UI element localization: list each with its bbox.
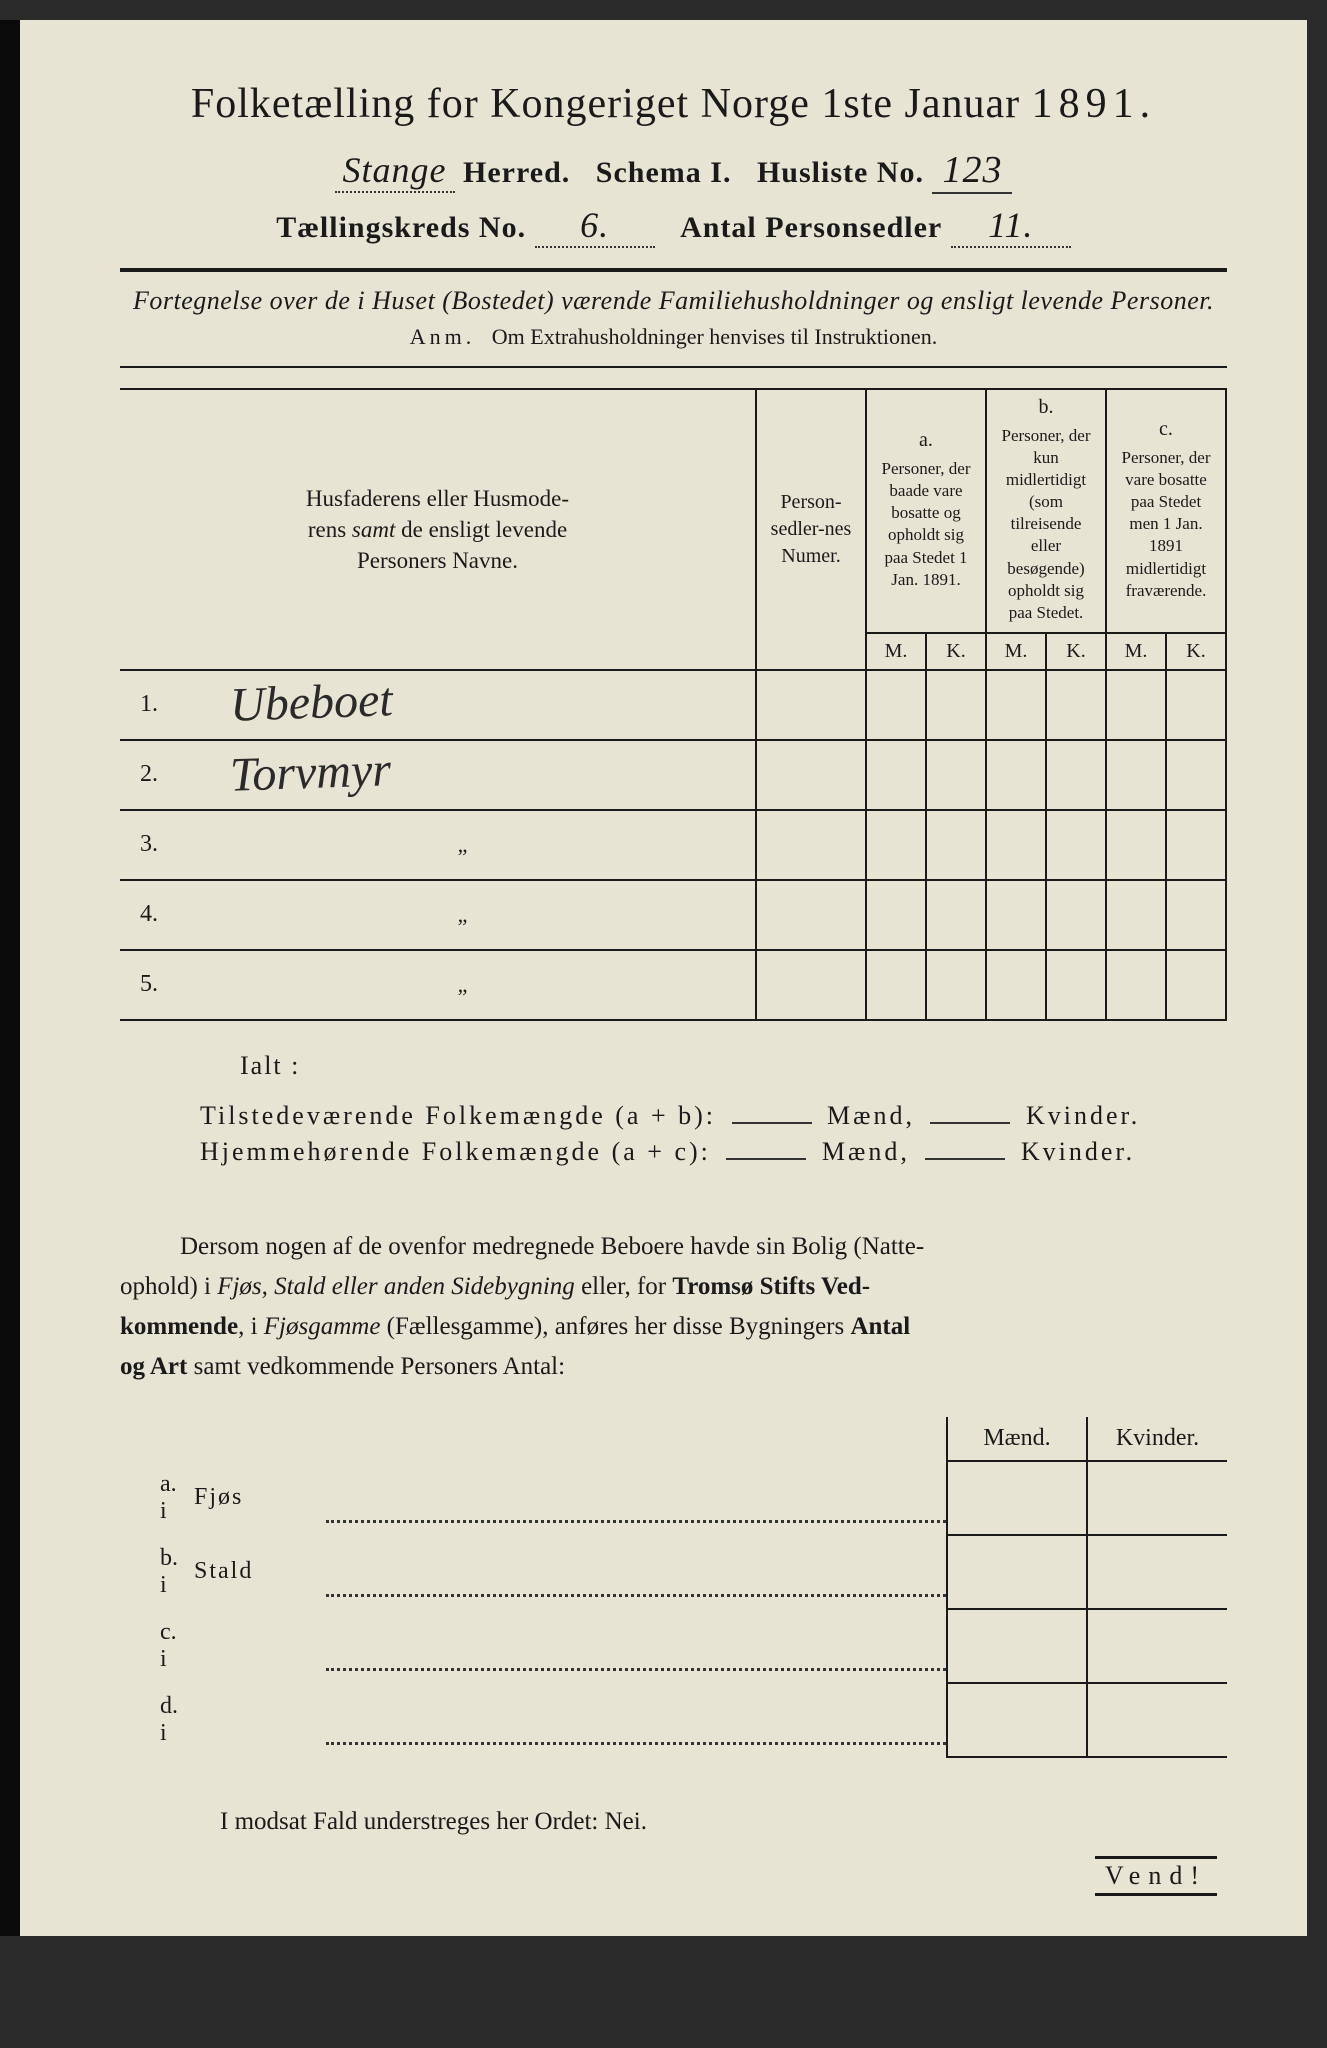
film-edge bbox=[0, 20, 20, 1936]
main-table: Husfaderens eller Husmode-rens samt de e… bbox=[120, 388, 1227, 1021]
table-row: 1. Ubeboet bbox=[120, 670, 1226, 740]
sum2-maend: Mænd, bbox=[822, 1137, 910, 1166]
title-year: 1891. bbox=[1032, 81, 1157, 127]
sum2-kvinder: Kvinder. bbox=[1021, 1137, 1135, 1166]
vend-label: Vend! bbox=[1095, 1856, 1217, 1896]
antal-label: Antal Personsedler bbox=[680, 211, 942, 244]
husliste-value: 123 bbox=[932, 148, 1012, 194]
herred-value: Stange bbox=[335, 149, 455, 193]
sum1-maend: Mænd, bbox=[827, 1101, 915, 1130]
sum-line-2: Hjemmehørende Folkemængde (a + c): Mænd,… bbox=[200, 1137, 1227, 1167]
lower-row: d. i bbox=[120, 1683, 1227, 1757]
schema-label: Schema I. bbox=[596, 156, 732, 189]
husliste-label: Husliste No. bbox=[757, 156, 924, 189]
sum2-label: Hjemmehørende Folkemængde (a + c): bbox=[200, 1137, 711, 1166]
kreds-label: Tællingskreds No. bbox=[276, 211, 526, 244]
paragraph: Dersom nogen af de ovenfor medregnede Be… bbox=[120, 1227, 1227, 1387]
sum2-m-blank bbox=[726, 1158, 806, 1160]
lower-table: Mænd. Kvinder. a. i Fjøs b. i Stald c. i… bbox=[120, 1417, 1227, 1758]
ialt-label: Ialt : bbox=[240, 1051, 1227, 1081]
sum-line-1: Tilstedeværende Folkemængde (a + b): Mæn… bbox=[200, 1101, 1227, 1131]
anm-prefix: Anm. bbox=[410, 324, 476, 349]
nei-line: I modsat Fald understreges her Ordet: Ne… bbox=[220, 1808, 1227, 1836]
title: Folketælling for Kongeriget Norge 1ste J… bbox=[120, 80, 1227, 128]
title-main: Folketælling for Kongeriget Norge 1ste J… bbox=[191, 81, 1020, 127]
header-row-1: Stange Herred. Schema I. Husliste No. 12… bbox=[120, 148, 1227, 194]
lower-row: a. i Fjøs bbox=[120, 1461, 1227, 1535]
lower-kvinder: Kvinder. bbox=[1087, 1417, 1227, 1461]
sum1-kvinder: Kvinder. bbox=[1026, 1101, 1140, 1130]
sum1-label: Tilstedeværende Folkemængde (a + b): bbox=[200, 1101, 716, 1130]
anm-text: Om Extrahusholdninger henvises til Instr… bbox=[492, 324, 937, 349]
sum2-k-blank bbox=[925, 1158, 1005, 1160]
header-row-2: Tællingskreds No. 6. Antal Personsedler … bbox=[120, 204, 1227, 248]
subtitle: Fortegnelse over de i Huset (Bostedet) v… bbox=[120, 286, 1227, 316]
lower-row: b. i Stald bbox=[120, 1535, 1227, 1609]
lower-row: c. i bbox=[120, 1609, 1227, 1683]
rule-thin bbox=[120, 366, 1227, 368]
sum1-m-blank bbox=[732, 1122, 812, 1124]
kreds-value: 6. bbox=[535, 204, 655, 248]
lower-maend: Mænd. bbox=[947, 1417, 1087, 1461]
table-row: 5. „ bbox=[120, 950, 1226, 1020]
table-row: 4. „ bbox=[120, 880, 1226, 950]
census-form-page: Folketælling for Kongeriget Norge 1ste J… bbox=[20, 20, 1307, 1936]
herred-label: Herred. bbox=[463, 156, 570, 189]
sum1-k-blank bbox=[930, 1122, 1010, 1124]
rule-thick bbox=[120, 268, 1227, 272]
anm-line: Anm. Om Extrahusholdninger henvises til … bbox=[120, 324, 1227, 350]
table-row: 2. Torvmyr bbox=[120, 740, 1226, 810]
antal-value: 11. bbox=[951, 204, 1071, 248]
table-row: 3. „ bbox=[120, 810, 1226, 880]
